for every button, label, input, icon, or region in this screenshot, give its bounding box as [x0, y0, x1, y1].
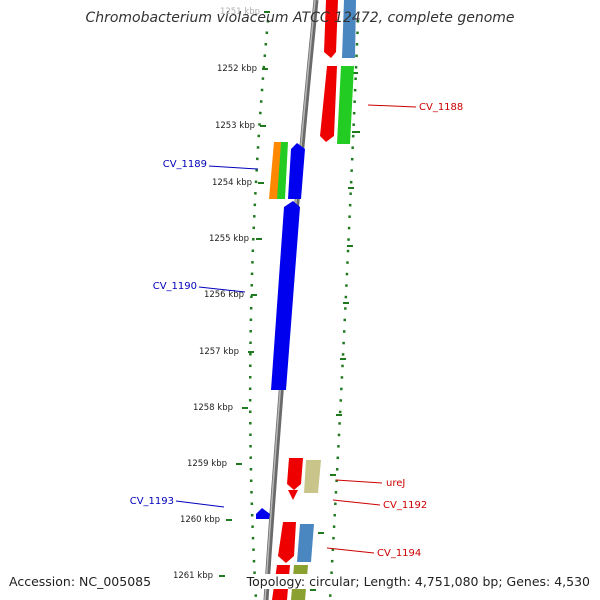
- gene-feature[interactable]: [256, 508, 270, 519]
- gene-feature[interactable]: [297, 524, 314, 562]
- gene-feature[interactable]: [278, 522, 296, 563]
- gene-label-cv1194[interactable]: CV_1194: [377, 548, 421, 559]
- ruler-label: 1257 kbp: [199, 347, 239, 357]
- ruler-label: 1256 kbp: [204, 290, 244, 300]
- gene-feature[interactable]: [320, 66, 337, 142]
- gene-label-cv1188[interactable]: CV_1188: [419, 102, 463, 113]
- ruler-label: 1258 kbp: [193, 403, 233, 413]
- ruler-label: 1254 kbp: [212, 178, 252, 188]
- ruler-label: 1260 kbp: [180, 515, 220, 525]
- gene-feature[interactable]: [337, 66, 354, 144]
- gene-feature[interactable]: [277, 142, 288, 199]
- map-title: Chromobacterium violaceum ATCC 12472, co…: [85, 10, 515, 26]
- topology-text: Topology: circular; Length: 4,751,080 bp…: [244, 574, 592, 589]
- reverse-genes: [256, 142, 305, 519]
- gene-feature[interactable]: [287, 458, 303, 490]
- gene-label-cv1189[interactable]: CV_1189: [163, 159, 207, 170]
- gene-label-cv1192[interactable]: CV_1192: [383, 500, 427, 511]
- gene-leaders: [175, 104, 417, 554]
- ruler-label: 1252 kbp: [217, 64, 257, 74]
- ruler-labels: 1251 kbp 1252 kbp 1253 kbp 1254 kbp 1255…: [173, 7, 260, 581]
- ruler-label: 1255 kbp: [209, 234, 249, 244]
- gc-ticks: [310, 72, 360, 591]
- gene-feature[interactable]: [288, 143, 305, 199]
- gene-label-cv1193[interactable]: CV_1193: [130, 496, 174, 507]
- gene-feature[interactable]: [271, 201, 300, 390]
- gene-feature[interactable]: [324, 0, 338, 58]
- ruler-label: 1261 kbp: [173, 571, 213, 581]
- ruler-label: 1259 kbp: [187, 459, 227, 469]
- gene-label-cv1190[interactable]: CV_1190: [153, 281, 197, 292]
- ruler-ticks: [219, 11, 270, 577]
- gene-label-urej[interactable]: ureJ: [386, 478, 405, 489]
- gene-feature[interactable]: [288, 490, 298, 500]
- gene-feature[interactable]: [304, 460, 321, 493]
- gene-labels: CV_1188 CV_1189 CV_1190 ureJ CV_1192 CV_…: [130, 102, 464, 559]
- gene-feature[interactable]: [342, 0, 356, 58]
- ruler-label: 1253 kbp: [215, 121, 255, 131]
- ruler-label: 1251 kbp: [220, 7, 260, 17]
- accession-text: Accession: NC_005085: [7, 574, 154, 589]
